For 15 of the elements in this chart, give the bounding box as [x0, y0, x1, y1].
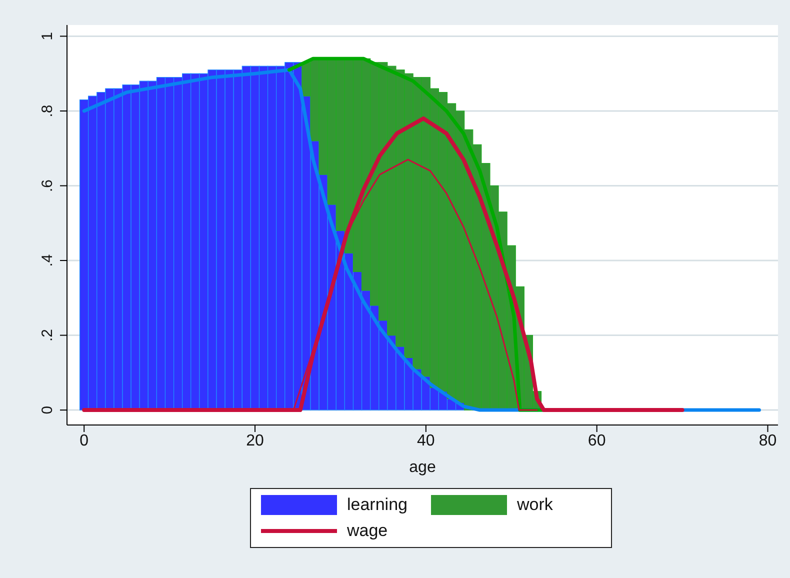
- y-tick-label: 0: [39, 406, 56, 414]
- x-tick-label: 80: [758, 432, 777, 450]
- legend-label: learning: [347, 495, 408, 515]
- y-tick-label: .6: [39, 179, 56, 192]
- x-tick-label: 40: [417, 432, 435, 450]
- legend-label: wage: [347, 521, 388, 541]
- x-axis-title: age: [409, 459, 436, 476]
- y-tick-label: .4: [39, 254, 56, 267]
- legend-label: work: [517, 495, 553, 515]
- x-tick-label: 0: [80, 432, 89, 450]
- y-tick-label: .8: [39, 104, 56, 118]
- y-tick-label: 1: [39, 32, 56, 40]
- y-tick-label: .2: [39, 329, 56, 342]
- x-tick-label: 20: [246, 432, 264, 450]
- x-tick-label: 60: [588, 432, 606, 450]
